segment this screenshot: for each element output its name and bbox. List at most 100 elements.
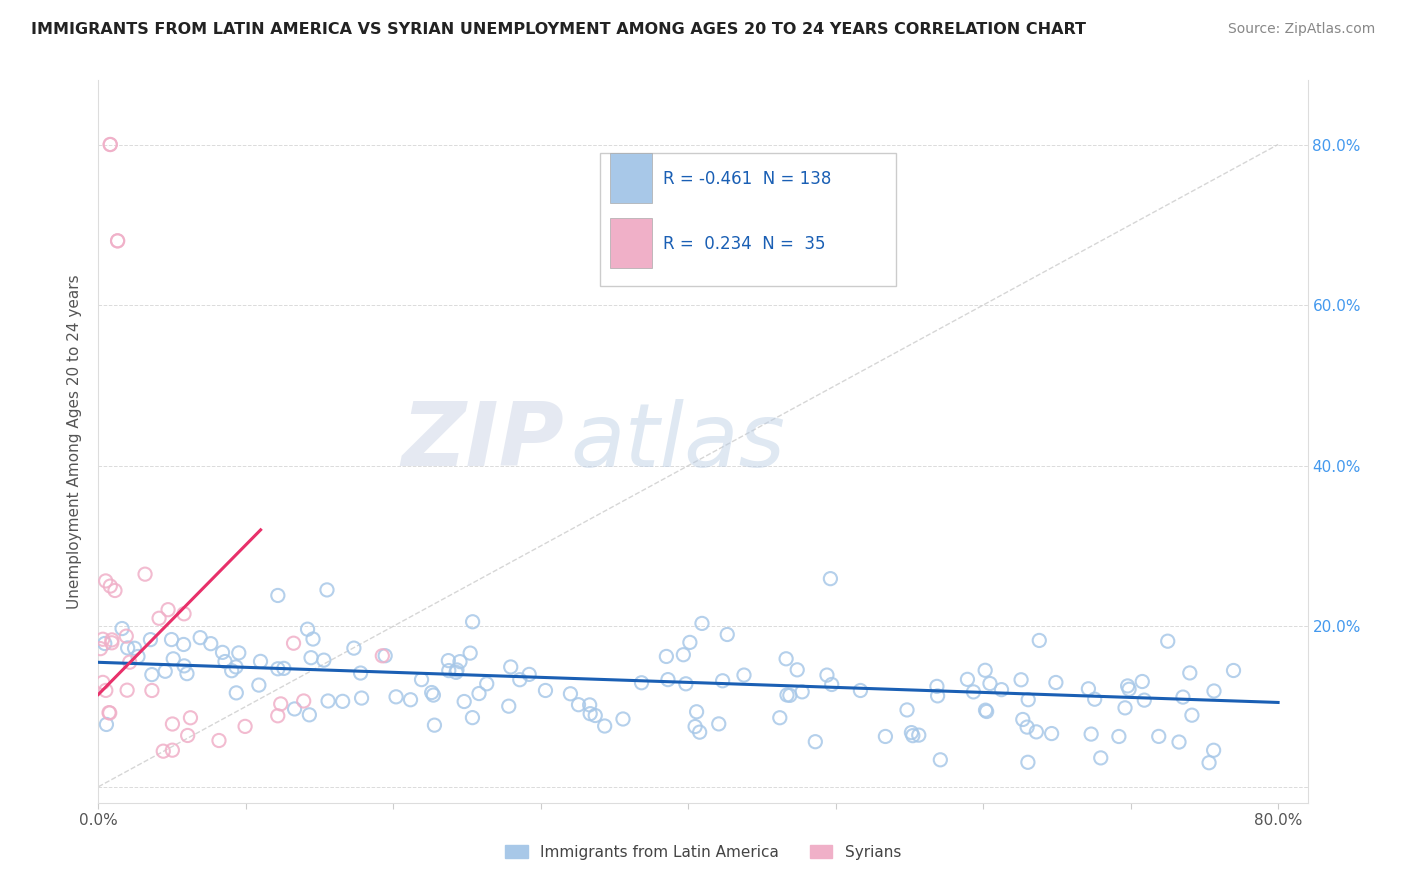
Point [1198,756,1220,770]
Point [1077,681,1099,696]
Point [89,641,111,656]
Point [94,683,117,698]
Point [374,648,396,663]
Point [141,667,163,681]
Point [283,636,305,650]
Point [1133,693,1156,707]
Point [560,687,582,701]
Point [343,641,366,656]
Point [349,666,371,681]
Point [139,632,162,647]
Point [162,717,184,731]
Point [297,622,319,636]
Point [249,654,271,668]
Point [453,694,475,708]
Point [804,734,827,748]
Point [733,668,755,682]
Point [517,667,540,681]
Text: ZIP: ZIP [401,398,564,485]
Point [1181,708,1204,723]
Point [411,673,433,687]
Point [98,137,121,152]
Point [1011,713,1033,727]
Point [118,655,141,669]
Text: R = -0.461  N = 138: R = -0.461 N = 138 [664,170,831,188]
Point [1147,730,1170,744]
Point [225,686,247,700]
Point [111,622,134,636]
Point [1028,633,1050,648]
Point [690,616,713,631]
Point [176,729,198,743]
Point [612,712,634,726]
Point [1168,735,1191,749]
Point [1017,692,1039,706]
Point [1108,730,1130,744]
Point [1222,664,1244,678]
Point [1025,724,1047,739]
Point [104,583,127,598]
Point [711,673,734,688]
Point [117,640,139,655]
Point [107,234,129,248]
Point [179,711,201,725]
Point [124,641,146,656]
Point [437,664,460,678]
Point [208,733,231,747]
Point [901,729,924,743]
Point [779,689,801,703]
Point [655,649,678,664]
Point [273,661,295,675]
Point [115,683,138,698]
Point [94,574,117,588]
Point [925,679,948,693]
Point [312,653,335,667]
Point [98,706,121,720]
Point [228,646,250,660]
Point [1040,726,1063,740]
Point [1116,679,1139,693]
Point [583,708,606,723]
Point [188,631,211,645]
Point [176,666,198,681]
Point [292,694,315,708]
Point [775,652,797,666]
Point [821,677,844,691]
Point [900,725,922,739]
Point [225,660,247,674]
Point [267,589,290,603]
Point [776,688,799,702]
Point [115,629,138,643]
Point [1090,751,1112,765]
Point [820,572,842,586]
Text: atlas: atlas [569,399,785,484]
Point [929,753,952,767]
Point [96,717,118,731]
Point [160,632,183,647]
Point [461,615,484,629]
Point [927,689,949,703]
Point [630,675,652,690]
Point [979,676,1001,690]
Point [270,697,292,711]
Point [371,648,394,663]
Point [98,706,121,720]
FancyBboxPatch shape [600,153,897,286]
Point [1017,756,1039,770]
Point [683,720,706,734]
Point [98,137,121,152]
Point [976,705,998,719]
Point [299,650,322,665]
Point [675,677,697,691]
Point [593,719,616,733]
Point [849,683,872,698]
Point [1178,665,1201,680]
Point [907,728,929,742]
Point [1017,720,1039,734]
Point [875,730,897,744]
Point [385,690,408,704]
Point [267,662,290,676]
Point [332,694,354,708]
Point [152,744,174,758]
Point [896,703,918,717]
